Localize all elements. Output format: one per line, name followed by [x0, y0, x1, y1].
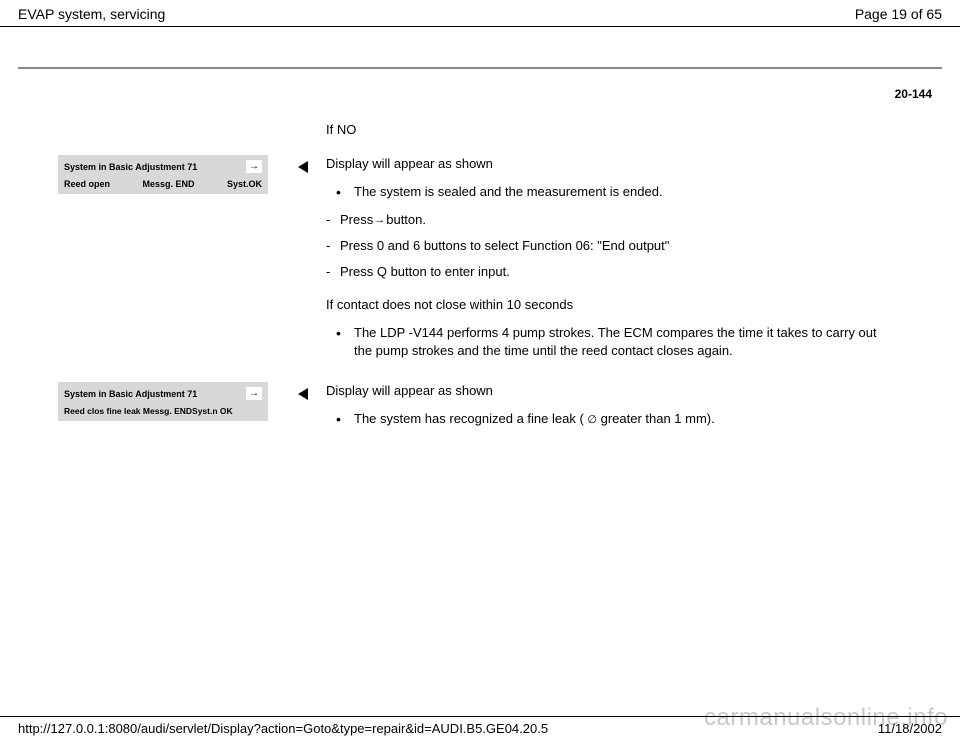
display1-syst: Syst.OK [227, 179, 262, 189]
dash-icon: - [326, 211, 340, 229]
header-title: EVAP system, servicing [18, 6, 165, 22]
display1-line1: System in Basic Adjustment 71 [64, 162, 197, 172]
bullet-ldp: The LDP -V144 performs 4 pump strokes. T… [336, 324, 882, 360]
diagnostic-display-1: System in Basic Adjustment 71 → Reed ope… [58, 155, 268, 194]
bullet-sealed-text: The system is sealed and the measurement… [354, 183, 663, 203]
bullet-fine-leak-text: The system has recognized a fine leak ( … [354, 410, 715, 430]
bullet-icon [336, 410, 354, 430]
step-press-arrow-text: Press→button. [340, 211, 426, 229]
page-number: 20-144 [18, 87, 942, 101]
bullet-icon [336, 324, 354, 360]
text-if-no: If NO [326, 121, 882, 139]
text-display-intro-1: Display will appear as shown [326, 155, 882, 173]
text-if-contact: If contact does not close within 10 seco… [326, 296, 882, 314]
header-page-of: Page 19 of 65 [855, 6, 942, 22]
display2-line2: Reed clos fine leak Messg. ENDSyst.n OK [64, 406, 262, 416]
dash-icon: - [326, 263, 340, 281]
content-area: 20-144 If NO System in Basic Adjustment … [0, 27, 960, 438]
display2-arrow-icon: → [246, 387, 262, 400]
bullet-icon [336, 183, 354, 203]
step-press-06-text: Press 0 and 6 buttons to select Function… [340, 237, 669, 255]
display1-reed: Reed open [64, 179, 110, 189]
step-press-q-text: Press Q button to enter input. [340, 263, 510, 281]
bullet-sealed: The system is sealed and the measurement… [336, 183, 882, 203]
display1-messg: Messg. END [142, 179, 194, 189]
bullet-fine-leak: The system has recognized a fine leak ( … [336, 410, 882, 430]
footer-date: 11/18/2002 [878, 721, 942, 736]
row-if-no: If NO [18, 121, 942, 149]
row-section1: System in Basic Adjustment 71 → Reed ope… [18, 155, 942, 368]
step-press-q: - Press Q button to enter input. [326, 263, 882, 281]
step-press-06: - Press 0 and 6 buttons to select Functi… [326, 237, 882, 255]
display1-arrow-icon: → [246, 160, 262, 173]
pointer-arrow-2 [278, 382, 318, 404]
text-display-intro-2: Display will appear as shown [326, 382, 882, 400]
row-section2: System in Basic Adjustment 71 → Reed clo… [18, 382, 942, 438]
dash-icon: - [326, 237, 340, 255]
step-press-arrow: - Press→button. [326, 211, 882, 229]
display2-line1: System in Basic Adjustment 71 [64, 389, 197, 399]
footer-url: http://127.0.0.1:8080/audi/servlet/Displ… [18, 721, 548, 736]
diameter-icon: ∅ [587, 413, 597, 428]
horizontal-rule [18, 67, 942, 69]
diagnostic-display-2: System in Basic Adjustment 71 → Reed clo… [58, 382, 268, 421]
footer-bar: http://127.0.0.1:8080/audi/servlet/Displ… [0, 716, 960, 742]
bullet-ldp-text: The LDP -V144 performs 4 pump strokes. T… [354, 324, 882, 360]
pointer-arrow-1 [278, 155, 318, 177]
header-bar: EVAP system, servicing Page 19 of 65 [0, 0, 960, 27]
arrow-icon: → [374, 213, 385, 228]
